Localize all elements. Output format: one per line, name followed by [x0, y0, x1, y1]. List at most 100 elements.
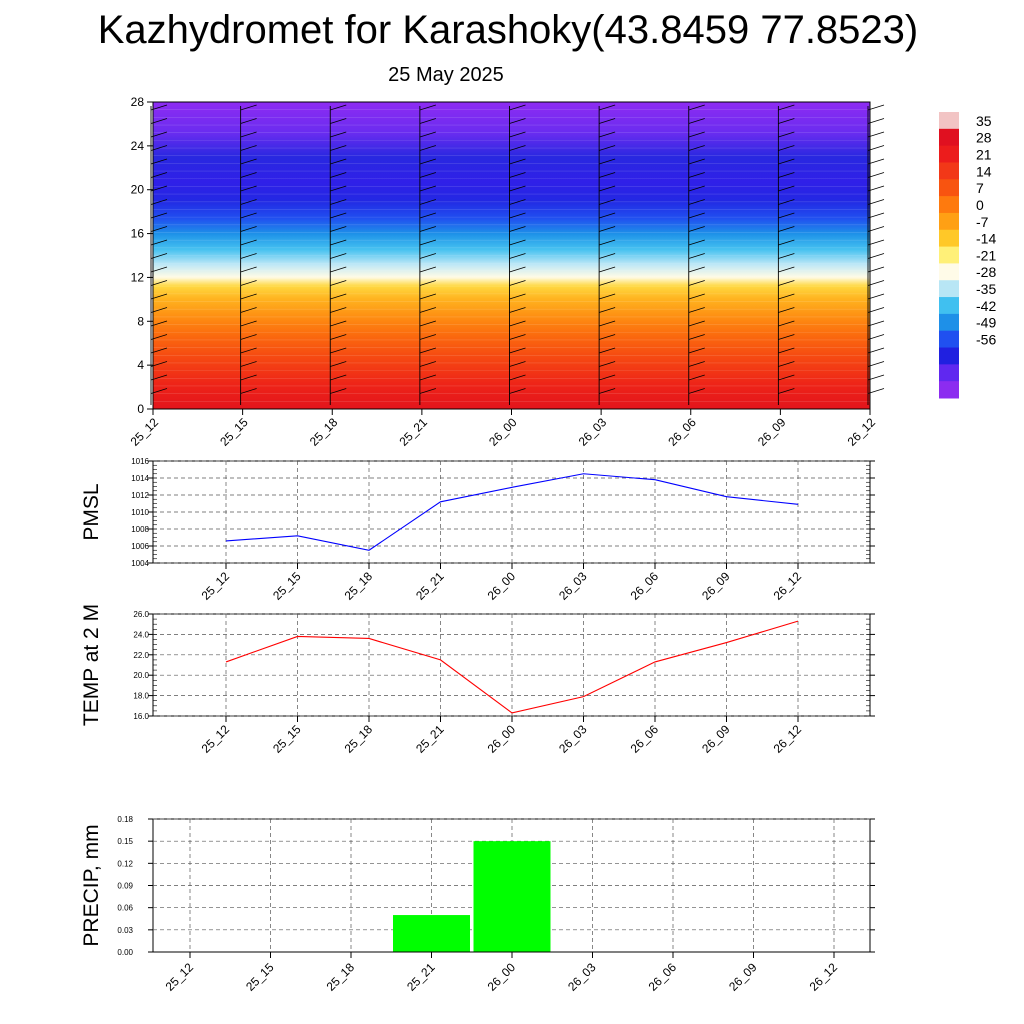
wind-barb [150, 145, 168, 151]
wind-barb [778, 374, 795, 381]
wind-barb [240, 145, 257, 151]
wind-barb [330, 145, 347, 151]
wind-barb [688, 118, 705, 124]
wind-barb-column [150, 104, 168, 405]
wind-barb [688, 334, 705, 340]
colorbar-swatch [939, 330, 959, 349]
wind-barb [509, 131, 526, 138]
wind-barb [240, 320, 257, 327]
wind-barb [419, 212, 436, 219]
wind-barb [150, 118, 168, 124]
wind-barb [599, 118, 616, 124]
wind-barb [688, 185, 705, 192]
colorbar-label: 35 [976, 113, 992, 129]
x-tick-label: 26_06 [628, 569, 662, 603]
wind-barb [688, 374, 705, 381]
colorbar-swatch [939, 179, 959, 197]
wind-barb [509, 293, 526, 300]
wind-barb [419, 266, 436, 273]
x-tick-label: 26_09 [755, 415, 789, 449]
y-tick-label: 18.0 [133, 692, 149, 701]
wind-barb [778, 307, 795, 313]
x-tick-label: 25_21 [413, 569, 447, 603]
wind-barb [509, 266, 526, 273]
y-tick-label: 0.00 [117, 948, 133, 957]
x-tick-label: 26_12 [771, 569, 805, 603]
x-tick-label: 26_00 [485, 722, 519, 756]
colorbar-swatch [939, 263, 959, 281]
wind-barb [688, 388, 705, 394]
y-axis-label: PRECIP, mm [80, 824, 103, 946]
wind-barb [240, 226, 257, 232]
wind-barb [867, 280, 885, 286]
wind-barb [688, 212, 705, 219]
y-tick-label: 12 [131, 270, 145, 284]
wind-barb [240, 239, 257, 246]
wind-barb [867, 253, 885, 259]
y-tick-label: 28 [131, 95, 145, 109]
wind-barb-column [329, 104, 347, 405]
wind-barb [509, 145, 526, 151]
x-tick-label: 25_21 [404, 960, 438, 994]
wind-barb [778, 212, 795, 219]
y-tick-label: 0.03 [117, 926, 133, 935]
wind-barb [330, 347, 347, 354]
wind-barb-column [419, 104, 436, 405]
chart-title: Kazhydromet for Karashoky(43.8459 77.852… [97, 8, 919, 52]
wind-barb [599, 253, 616, 259]
wind-barb [688, 172, 705, 178]
colorbar-swatch [939, 381, 959, 399]
wind-barb [240, 199, 257, 205]
wind-barb [330, 199, 347, 205]
x-tick-label: 25_15 [243, 960, 277, 994]
wind-barb [240, 104, 257, 111]
wind-barb [150, 199, 168, 205]
y-tick-label: 4 [137, 358, 144, 372]
wind-barb [419, 145, 436, 151]
wind-barb [599, 266, 616, 273]
wind-barb [330, 226, 347, 232]
wind-barb [419, 131, 436, 138]
wind-barb [509, 361, 526, 367]
y-tick-label: 1012 [131, 491, 149, 500]
wind-barb [599, 199, 616, 205]
wind-barb [330, 280, 347, 286]
wind-barb [688, 307, 705, 313]
wind-barb-column [240, 104, 257, 405]
x-tick-label: 26_12 [845, 415, 879, 449]
wind-barb [688, 158, 705, 165]
colorbar-label: 0 [976, 197, 984, 213]
x-tick-label: 25_15 [270, 722, 304, 756]
x-tick-label: 25_12 [199, 722, 233, 756]
precip-panel: 0.00 0.03 0.06 0.09 0.12 0.15 0.18 25_12 25_15 25… [80, 815, 875, 994]
wind-barb [599, 104, 616, 111]
precip-bar [393, 915, 470, 952]
wind-barb [240, 131, 257, 138]
wind-barb [599, 347, 616, 354]
wind-barb [778, 172, 795, 178]
wind-barb [688, 145, 705, 151]
x-tick-label: 25_21 [413, 722, 447, 756]
x-tick-label: 25_18 [307, 415, 341, 449]
wind-barb [778, 185, 795, 192]
x-tick-label: 26_00 [486, 415, 520, 449]
x-tick-label: 25_18 [342, 722, 376, 756]
wind-barb [778, 118, 795, 124]
x-tick-label: 25_15 [270, 569, 304, 603]
wind-barb [599, 158, 616, 165]
colorbar-label: -14 [976, 231, 996, 247]
wind-barb [150, 293, 168, 300]
x-tick-label: 25_12 [163, 960, 197, 994]
y-tick-label: 0 [137, 402, 144, 416]
heatmap-field [153, 102, 870, 409]
colorbar-label: 7 [976, 180, 984, 196]
wind-barb [778, 199, 795, 205]
x-tick-label: 26_06 [665, 415, 699, 449]
wind-barb [419, 118, 436, 124]
wind-barb [150, 388, 168, 394]
wind-barb [867, 266, 885, 273]
x-tick-label: 26_09 [699, 722, 733, 756]
x-tick-label: 25_18 [342, 569, 376, 603]
colorbar-swatch [939, 212, 959, 231]
wind-barb [867, 212, 885, 219]
